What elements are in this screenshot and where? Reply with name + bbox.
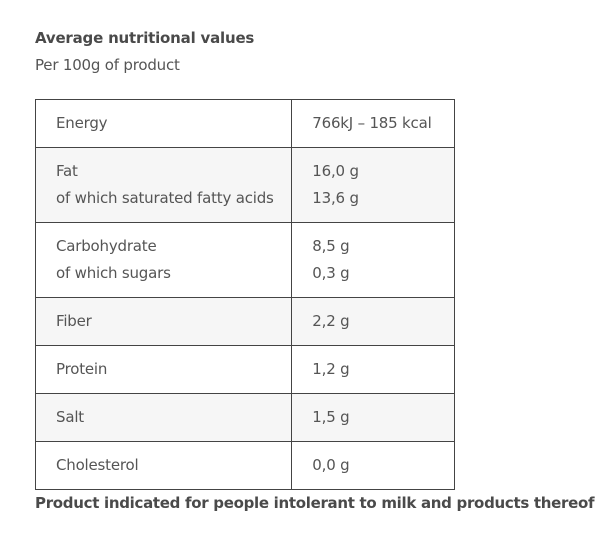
nutrient-label: Salt: [34, 393, 293, 442]
nutrient-name: Protein: [56, 360, 108, 378]
nutrition-row-protein: Protein 1,2 g: [34, 345, 455, 394]
nutrient-label: Protein: [34, 345, 293, 394]
nutrient-value: 2,2 g: [291, 297, 455, 346]
nutrient-amount: 0,0 g: [312, 456, 350, 474]
nutrient-amount: 16,0 g: [312, 162, 359, 180]
nutrient-amount: 8,5 g: [312, 237, 350, 255]
nutrient-value: 8,5 g 0,3 g: [291, 222, 455, 298]
nutrient-subname: of which sugars: [56, 264, 171, 282]
nutrient-label: Cholesterol: [34, 441, 293, 490]
nutrient-name: Carbohydrate: [56, 237, 157, 255]
nutrient-subname: of which saturated fatty acids: [56, 189, 274, 207]
nutrient-label: Energy: [34, 99, 293, 148]
nutrition-row-energy: Energy 766kJ – 185 kcal: [34, 99, 455, 148]
nutrient-label: Carbohydrate of which sugars: [34, 222, 293, 298]
nutrient-amount: 2,2 g: [312, 312, 350, 330]
nutrient-subamount: 13,6 g: [312, 189, 359, 207]
nutrition-row-fat: Fat of which saturated fatty acids 16,0 …: [34, 147, 455, 223]
section-heading: Average nutritional values: [35, 29, 255, 47]
nutrition-row-cholesterol: Cholesterol 0,0 g: [34, 441, 455, 490]
nutrient-value: 1,5 g: [291, 393, 455, 442]
nutrient-amount: 1,2 g: [312, 360, 350, 378]
nutrition-row-salt: Salt 1,5 g: [34, 393, 455, 442]
nutrient-label: Fiber: [34, 297, 293, 346]
nutrition-row-carbohydrate: Carbohydrate of which sugars 8,5 g 0,3 g: [34, 222, 455, 298]
nutrient-value: 1,2 g: [291, 345, 455, 394]
nutrient-label: Fat of which saturated fatty acids: [34, 147, 293, 223]
nutrient-name: Fat: [56, 162, 78, 180]
nutrition-row-fiber: Fiber 2,2 g: [34, 297, 455, 346]
nutrient-name: Energy: [56, 114, 108, 132]
nutrient-subamount: 0,3 g: [312, 264, 350, 282]
nutrient-value: 766kJ – 185 kcal: [291, 99, 455, 148]
product-footnote: Product indicated for people intolerant …: [35, 494, 595, 512]
nutrient-value: 0,0 g: [291, 441, 455, 490]
nutrient-amount: 1,5 g: [312, 408, 350, 426]
nutrient-name: Cholesterol: [56, 456, 139, 474]
nutrient-name: Fiber: [56, 312, 92, 330]
nutrient-name: Salt: [56, 408, 84, 426]
nutrition-table: Energy 766kJ – 185 kcal Fat of which sat…: [34, 99, 455, 490]
section-subheading: Per 100g of product: [35, 56, 180, 74]
nutrient-value: 16,0 g 13,6 g: [291, 147, 455, 223]
nutrient-amount: 766kJ – 185 kcal: [312, 114, 432, 132]
